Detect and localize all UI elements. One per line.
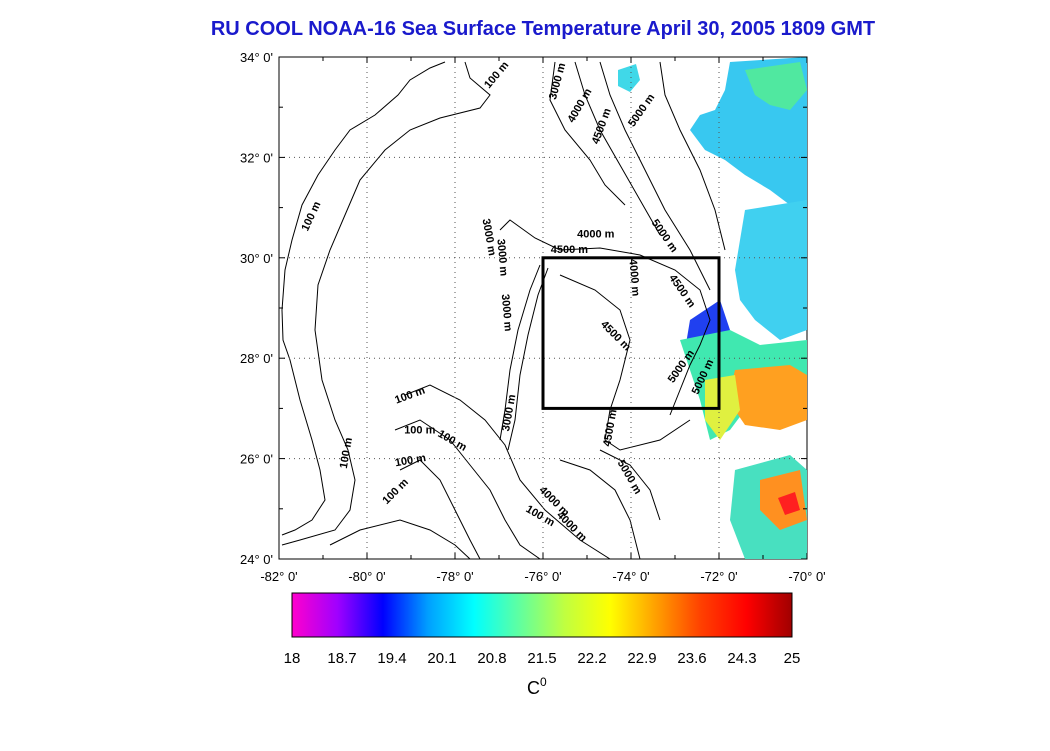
- lat-tick-label: 30° 0': [240, 251, 273, 266]
- contour-label: 4500 m: [551, 244, 589, 256]
- colorbar-tick-label: 22.2: [577, 650, 606, 667]
- contour-inner-basin: [559, 274, 691, 451]
- lat-tick-label: 26° 0': [240, 452, 273, 467]
- sst-patch-yellow: [705, 375, 740, 440]
- colorbar-unit-superscript: 0: [540, 675, 547, 689]
- lat-tick-label: 24° 0': [240, 552, 273, 567]
- lon-tick-label: -78° 0': [436, 569, 473, 584]
- lat-tick-label: 34° 0': [240, 50, 273, 65]
- contour-label: 3000 m: [499, 294, 514, 332]
- lon-tick-label: -82° 0': [260, 569, 297, 584]
- contour-slope-1: [499, 264, 541, 441]
- sst-patch-orange: [728, 365, 807, 430]
- sst-patch-northeast-green: [745, 62, 807, 110]
- longitude-labels: -82° 0' -80° 0' -78° 0' -76° 0' -74° 0' -72° …: [260, 569, 825, 584]
- colorbar-tick-label: 20.1: [427, 650, 456, 667]
- contour-label: 100 m: [338, 436, 355, 469]
- contour-bahamas-2: [394, 419, 541, 559]
- latitude-labels: 34° 0' 32° 0' 30° 0' 28° 0' 26° 0' 24° 0': [240, 50, 273, 567]
- study-area-box: [541, 256, 721, 410]
- colorbar-tick-label: 23.6: [677, 650, 706, 667]
- colorbar-tick-label: 24.3: [727, 650, 756, 667]
- contour-south-deep-2: [599, 449, 661, 521]
- colorbar-tick-label: 22.9: [627, 650, 656, 667]
- colorbar-tick-label: 18.7: [327, 650, 356, 667]
- bathymetry-contours: [281, 61, 726, 559]
- contour-slope-2: [507, 267, 549, 451]
- contour-4000m-north: [574, 61, 661, 236]
- lon-tick-label: -80° 0': [348, 569, 385, 584]
- contour-100m-shelf: [281, 61, 491, 546]
- colorbar: [291, 592, 793, 638]
- sst-patch-red-spot: [778, 492, 800, 515]
- contour-4500m-north: [599, 61, 711, 291]
- contour-blake-escarpment: [499, 219, 711, 416]
- colorbar-tick-label: 18: [284, 650, 301, 667]
- axis-ticks: [278, 56, 808, 560]
- lon-tick-label: -76° 0': [524, 569, 561, 584]
- contour-label: 4000 m: [577, 229, 615, 241]
- sst-patch-east-mid: [735, 200, 807, 340]
- colorbar-labels: 18 18.7 19.4 20.1 20.8 21.5 22.2 22.9 23.6 24.3 25: [284, 650, 801, 667]
- colorbar-unit: C0: [527, 675, 547, 698]
- coastline: [281, 61, 446, 536]
- contour-3000m-north: [549, 61, 626, 206]
- colorbar-tick-label: 21.5: [527, 650, 556, 667]
- contour-bahamas-1: [404, 384, 611, 559]
- contour-label: 100 m: [394, 452, 427, 469]
- contour-label: 100 m: [404, 425, 435, 437]
- map-title: RU COOL NOAA-16 Sea Surface Temperature …: [210, 18, 876, 40]
- contour-label: 4000 m: [626, 259, 641, 297]
- colorbar-tick-label: 20.8: [477, 650, 506, 667]
- contour-label: 3000 m: [494, 238, 509, 276]
- lon-tick-label: -70° 0': [788, 569, 825, 584]
- lon-tick-label: -72° 0': [700, 569, 737, 584]
- lat-tick-label: 28° 0': [240, 351, 273, 366]
- contour-bahamas-3: [399, 459, 481, 559]
- contour-5000m-north: [659, 61, 726, 251]
- lon-tick-label: -74° 0': [612, 569, 649, 584]
- colorbar-tick-label: 19.4: [377, 650, 406, 667]
- contour-great-bahama: [329, 519, 471, 559]
- sst-patch-small-north: [618, 64, 640, 92]
- contour-south-deep: [559, 459, 641, 559]
- colorbar-tick-label: 25: [784, 650, 801, 667]
- lat-tick-label: 32° 0': [240, 150, 273, 165]
